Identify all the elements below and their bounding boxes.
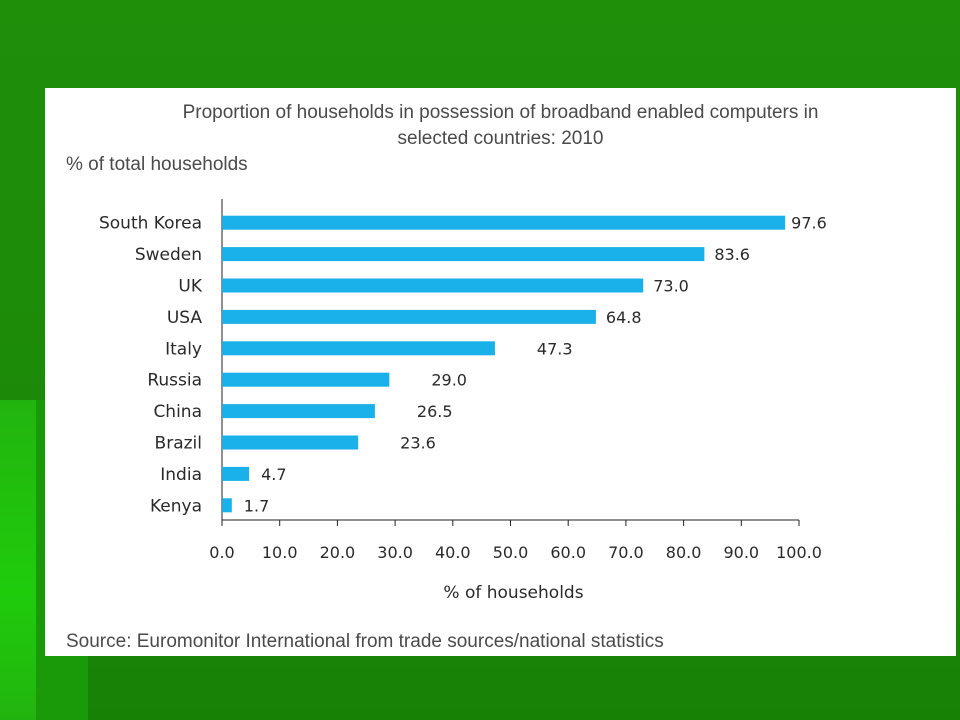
x-tick-label: 20.0 xyxy=(320,543,356,562)
value-label: 26.5 xyxy=(417,402,453,421)
value-label: 23.6 xyxy=(400,434,436,453)
bar xyxy=(222,435,359,450)
bar xyxy=(222,309,596,324)
bar xyxy=(222,341,495,356)
chart-title-line-1: Proportion of households in possession o… xyxy=(182,102,819,123)
value-label: 1.7 xyxy=(244,496,269,515)
bar xyxy=(222,466,250,481)
chart-title: Proportion of households in possession o… xyxy=(45,100,956,152)
x-axis-title: % of households xyxy=(443,583,583,603)
x-tick-label: 30.0 xyxy=(377,543,413,562)
chart-panel: Proportion of households in possession o… xyxy=(45,88,956,656)
x-tick-label: 100.0 xyxy=(776,543,822,562)
category-label: China xyxy=(153,402,202,422)
x-tick-label: 80.0 xyxy=(666,543,702,562)
x-tick-label: 60.0 xyxy=(550,543,586,562)
category-label: UK xyxy=(178,277,202,297)
category-label: India xyxy=(160,465,202,485)
value-label: 64.8 xyxy=(606,308,642,327)
value-label: 47.3 xyxy=(537,339,573,358)
value-label: 29.0 xyxy=(431,371,467,390)
category-label: Sweden xyxy=(135,245,202,265)
value-label: 73.0 xyxy=(653,277,689,296)
units-label: % of total households xyxy=(66,154,248,175)
category-label: USA xyxy=(167,308,203,328)
category-label: Russia xyxy=(147,371,202,391)
bar xyxy=(222,278,644,293)
category-label: South Korea xyxy=(99,214,202,234)
bar-chart: South Korea 97.6 Sweden 83.6 UK 73.0 USA 64.8 It… xyxy=(99,199,827,603)
category-label: Italy xyxy=(165,339,202,359)
x-tick-label: 10.0 xyxy=(262,543,298,562)
bar xyxy=(222,404,375,419)
value-label: 97.6 xyxy=(791,214,827,233)
x-tick-label: 50.0 xyxy=(493,543,529,562)
bar xyxy=(222,372,390,387)
x-tick-label: 70.0 xyxy=(608,543,644,562)
bar xyxy=(222,247,705,262)
category-label: Kenya xyxy=(150,496,202,516)
bar xyxy=(222,498,232,513)
chart-title-line-2: selected countries: 2010 xyxy=(397,128,604,149)
x-tick-label: 40.0 xyxy=(435,543,471,562)
x-tick-label: 0.0 xyxy=(209,543,234,562)
value-label: 4.7 xyxy=(261,465,286,484)
value-label: 83.6 xyxy=(714,245,750,264)
x-tick-label: 90.0 xyxy=(723,543,759,562)
category-label: Brazil xyxy=(155,434,202,454)
bar xyxy=(222,215,786,230)
left-accent-bar xyxy=(0,400,36,720)
source-note: Source: Euromonitor International from t… xyxy=(66,631,664,652)
